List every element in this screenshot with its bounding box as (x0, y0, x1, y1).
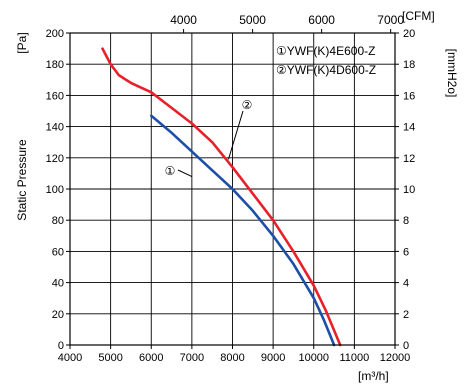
x-tick-label: 9000 (261, 352, 285, 364)
x-tick-label: 7000 (180, 352, 204, 364)
y-tick-label: 0 (58, 340, 64, 352)
y-unit-left: [Pa] (15, 32, 29, 53)
legend-entry-2: ②YWF(K)4D600-Z (276, 63, 376, 77)
x-tick-label: 8000 (220, 352, 244, 364)
y-unit-right: [mmH2o] (445, 49, 459, 98)
series-line-2 (101, 47, 342, 347)
curve-callouts: ① ② (165, 98, 253, 178)
x-unit-top: [CFM] (402, 9, 435, 23)
x-top-tick-label: 5000 (239, 13, 266, 27)
series-lines (101, 47, 342, 347)
legend: ①YWF(K)4E600-Z ②YWF(K)4D600-Z (276, 44, 376, 77)
y-tick-label: 20 (52, 309, 64, 321)
x-tick-label: 11000 (339, 352, 369, 364)
y-right-tick-label: 8 (403, 215, 409, 227)
x-top-tick-label: 7000 (377, 13, 404, 27)
y-right-tick-label: 16 (403, 90, 415, 102)
y-tick-label: 60 (52, 246, 64, 258)
y-right-tick-label: 10 (403, 184, 415, 196)
y-right-tick-label: 6 (403, 246, 409, 258)
x-unit-bottom: [m³/h] (358, 369, 389, 383)
legend-entry-1: ①YWF(K)4E600-Z (276, 44, 375, 58)
y-right-tick-label: 2 (403, 309, 409, 321)
x-top-tick-label: 4000 (170, 13, 197, 27)
series-line-1 (150, 114, 336, 347)
y-tick-label: 180 (46, 59, 64, 71)
x-tick-label: 6000 (139, 352, 163, 364)
x-top-tick-label: 6000 (308, 13, 335, 27)
callout-leader-1 (177, 169, 193, 177)
grid (69, 32, 396, 346)
y-tick-label: 160 (46, 90, 64, 102)
y-right-tick-label: 0 (403, 340, 409, 352)
y-right-tick-label: 14 (403, 122, 415, 134)
y-tick-label: 140 (46, 122, 64, 134)
y-axis-label: Static Pressure (15, 139, 29, 221)
callout-marker-2: ② (242, 98, 253, 112)
y-tick-label: 40 (52, 278, 64, 290)
y-right-tick-label: 20 (403, 28, 415, 40)
x-tick-label: 10000 (298, 352, 329, 364)
x-tick-label: 12000 (380, 352, 411, 364)
y-tick-label: 200 (46, 28, 64, 40)
y-tick-label: 120 (46, 153, 64, 165)
callout-leader-2 (227, 110, 244, 160)
y-tick-label: 80 (52, 215, 64, 227)
callout-marker-1: ① (165, 164, 176, 178)
y-tick-label: 100 (46, 184, 64, 196)
axis-ticks: 4000 5000 6000 7000 8000 9000 10000 11000 120000… (46, 13, 416, 364)
x-tick-label: 5000 (98, 352, 122, 364)
y-right-tick-label: 12 (403, 153, 415, 165)
y-right-tick-label: 18 (403, 59, 415, 71)
y-right-tick-label: 4 (403, 278, 409, 290)
x-tick-label: 4000 (58, 352, 82, 364)
